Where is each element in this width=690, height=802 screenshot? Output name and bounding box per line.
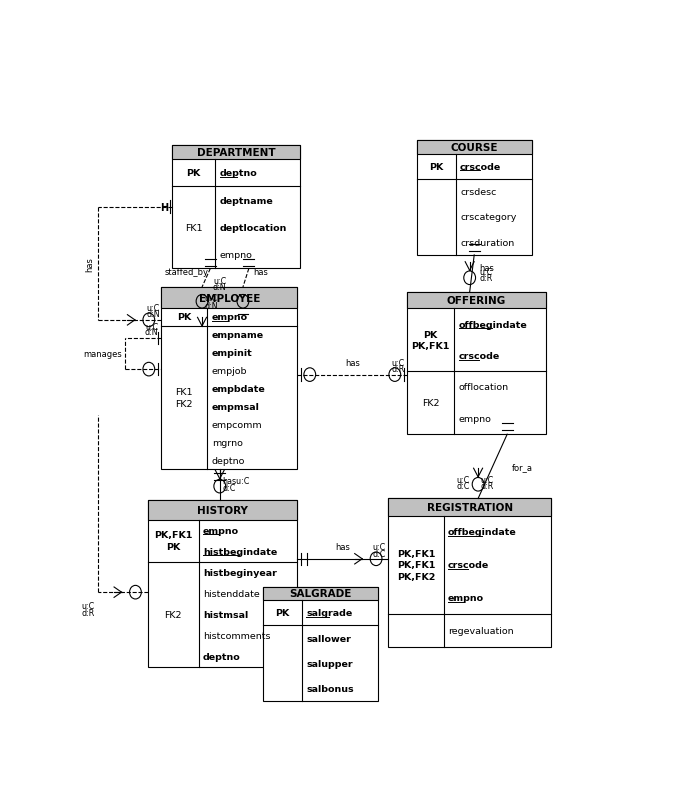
- Text: histenddate: histenddate: [203, 589, 259, 598]
- Bar: [263, 587, 377, 702]
- Text: empcomm: empcomm: [212, 420, 262, 430]
- Bar: [417, 141, 532, 256]
- Text: H: H: [160, 202, 168, 213]
- Bar: [407, 293, 546, 435]
- Text: u:C: u:C: [145, 322, 159, 331]
- Bar: [161, 288, 297, 470]
- Text: regevaluation: regevaluation: [448, 626, 514, 635]
- Text: OFFERING: OFFERING: [447, 296, 506, 306]
- Text: has: has: [86, 257, 95, 271]
- Text: COURSE: COURSE: [451, 143, 498, 153]
- Bar: [161, 288, 297, 309]
- Text: hasu:C: hasu:C: [222, 476, 250, 485]
- Text: histmsal: histmsal: [203, 610, 248, 619]
- Text: has: has: [253, 268, 268, 277]
- Text: d:C: d:C: [222, 484, 236, 492]
- Text: histbeginyear: histbeginyear: [203, 568, 277, 577]
- Text: crsdesc: crsdesc: [460, 188, 497, 196]
- Text: empinit: empinit: [212, 349, 253, 358]
- Bar: [388, 499, 551, 516]
- Text: PK: PK: [177, 313, 191, 322]
- Text: PK,FK1
PK,FK1
PK,FK2: PK,FK1 PK,FK1 PK,FK2: [397, 549, 435, 581]
- Text: PK
PK,FK1: PK PK,FK1: [411, 330, 450, 350]
- Text: salupper: salupper: [306, 659, 353, 668]
- Text: u:C: u:C: [457, 476, 470, 484]
- Text: crsduration: crsduration: [460, 238, 514, 248]
- Text: empbdate: empbdate: [212, 385, 266, 394]
- Text: empno: empno: [203, 526, 239, 535]
- Text: empno: empno: [219, 251, 253, 260]
- Text: empmsal: empmsal: [212, 403, 259, 411]
- Text: FK1
FK2: FK1 FK2: [175, 388, 193, 408]
- Text: histcomments: histcomments: [203, 631, 270, 640]
- Text: mgrno: mgrno: [212, 439, 243, 448]
- Text: offlocation: offlocation: [459, 383, 509, 392]
- Text: deptno: deptno: [203, 653, 241, 662]
- Text: u:C: u:C: [481, 476, 494, 484]
- Bar: [263, 587, 377, 601]
- Text: u:C: u:C: [213, 277, 226, 286]
- Text: deptlocation: deptlocation: [219, 224, 287, 233]
- Text: d:R: d:R: [480, 274, 493, 283]
- Text: crscode: crscode: [459, 351, 500, 361]
- Text: SALGRADE: SALGRADE: [289, 589, 351, 599]
- Text: staffed_by: staffed_by: [164, 268, 208, 277]
- Text: HISTORY: HISTORY: [197, 505, 248, 516]
- Text: d:R: d:R: [481, 481, 494, 491]
- Text: empno: empno: [448, 593, 484, 602]
- Text: salbonus: salbonus: [306, 684, 354, 693]
- Text: PK: PK: [275, 609, 289, 618]
- Text: d:N: d:N: [146, 310, 160, 318]
- Text: d:N: d:N: [145, 328, 159, 337]
- Text: salgrade: salgrade: [306, 609, 353, 618]
- Text: DEPARTMENT: DEPARTMENT: [197, 148, 275, 158]
- Text: manages: manages: [83, 350, 122, 358]
- Text: FK1: FK1: [185, 224, 202, 233]
- Text: empjob: empjob: [212, 367, 247, 376]
- Bar: [172, 146, 300, 269]
- Text: FK2: FK2: [422, 399, 440, 407]
- Text: PK,FK1
PK: PK,FK1 PK: [154, 531, 193, 551]
- Text: crscode: crscode: [460, 163, 502, 172]
- Text: d:N: d:N: [213, 283, 226, 292]
- Text: crscategory: crscategory: [460, 213, 517, 222]
- Text: d:C: d:C: [373, 549, 386, 558]
- Text: PK: PK: [186, 169, 201, 178]
- Text: offbegindate: offbegindate: [448, 528, 517, 537]
- Text: has: has: [345, 358, 359, 367]
- Text: u:C: u:C: [391, 358, 404, 367]
- Text: u:C: u:C: [147, 304, 160, 313]
- Bar: [407, 293, 546, 309]
- Text: d:R: d:R: [391, 364, 404, 373]
- Text: for_a: for_a: [511, 462, 533, 472]
- Text: empno: empno: [212, 313, 248, 322]
- Bar: [388, 499, 551, 647]
- Text: has: has: [335, 543, 351, 552]
- Text: d:R: d:R: [81, 608, 95, 617]
- Text: deptno: deptno: [219, 169, 257, 178]
- Text: crscode: crscode: [448, 561, 489, 569]
- Text: histbegindate: histbegindate: [203, 547, 277, 556]
- Text: PK: PK: [429, 163, 444, 172]
- Text: u:C: u:C: [373, 543, 386, 552]
- Text: has: has: [480, 263, 495, 273]
- Text: d:C: d:C: [457, 481, 470, 491]
- Text: EMPLOYEE: EMPLOYEE: [199, 294, 260, 303]
- Text: empname: empname: [212, 331, 264, 340]
- Bar: [148, 500, 297, 667]
- Text: offbegindate: offbegindate: [459, 320, 527, 329]
- Text: FK2: FK2: [164, 610, 182, 619]
- Text: u:C: u:C: [205, 294, 218, 303]
- Text: d:N: d:N: [205, 302, 218, 310]
- Text: sallower: sallower: [306, 634, 351, 642]
- Bar: [417, 141, 532, 155]
- Bar: [172, 146, 300, 160]
- Text: deptno: deptno: [212, 456, 245, 465]
- Text: REGISTRATION: REGISTRATION: [427, 502, 513, 512]
- Bar: [148, 500, 297, 520]
- Text: deptname: deptname: [219, 196, 273, 205]
- Text: empno: empno: [459, 415, 491, 423]
- Text: u:C: u:C: [81, 602, 95, 610]
- Text: u:C: u:C: [480, 268, 493, 277]
